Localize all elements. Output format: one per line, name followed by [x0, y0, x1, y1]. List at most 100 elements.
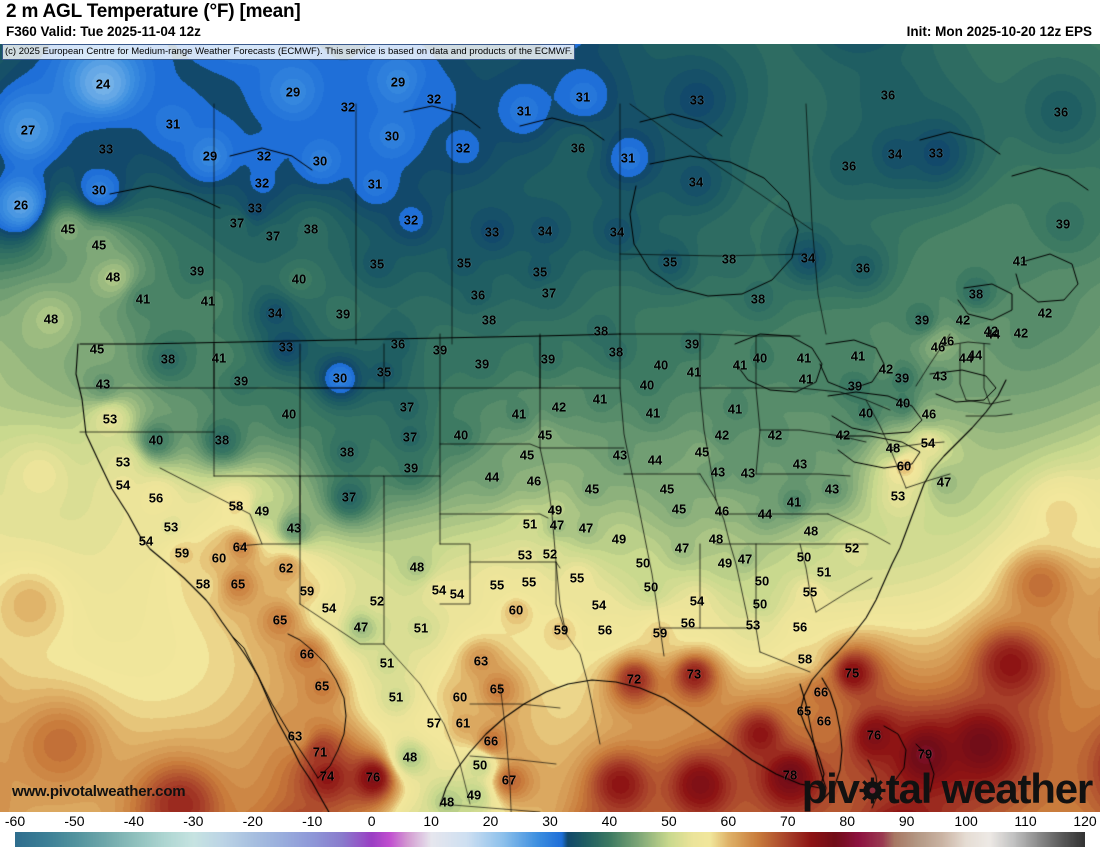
temperature-label: 60	[452, 689, 468, 705]
temperature-label: 39	[189, 263, 205, 279]
temperature-label: 32	[254, 175, 270, 191]
temperature-label: 35	[662, 254, 678, 270]
temperature-label: 43	[612, 447, 628, 463]
temperature-label: 39	[335, 306, 351, 322]
temperature-label: 71	[312, 744, 328, 760]
temperature-label: 38	[481, 312, 497, 328]
temperature-label: 31	[620, 150, 636, 166]
temperature-label: 59	[299, 583, 315, 599]
temperature-label: 41	[211, 350, 227, 366]
temperature-label: 64	[232, 539, 248, 555]
brand-watermark: piv tal weather	[802, 768, 1094, 810]
temperature-label: 31	[575, 89, 591, 105]
page-title: 2 m AGL Temperature (°F) [mean]	[6, 1, 301, 22]
temperature-label: 37	[399, 399, 415, 415]
temperature-label: 50	[754, 573, 770, 589]
temperature-label: 66	[813, 684, 829, 700]
temperature-label: 34	[537, 223, 553, 239]
temperature-label: 47	[674, 540, 690, 556]
temperature-label: 36	[1053, 104, 1069, 120]
temperature-label: 50	[796, 549, 812, 565]
temperature-label: 41	[511, 406, 527, 422]
temperature-label: 73	[686, 666, 702, 682]
temperature-label: 65	[796, 703, 812, 719]
temperature-label: 40	[639, 377, 655, 393]
temperature-label: 45	[537, 427, 553, 443]
temperature-label: 42	[955, 312, 971, 328]
temperature-label: 38	[339, 444, 355, 460]
temperature-label: 54	[449, 586, 465, 602]
temperature-label: 56	[680, 615, 696, 631]
temperature-label: 40	[291, 271, 307, 287]
temperature-label: 42	[835, 427, 851, 443]
temperature-label: 40	[858, 405, 874, 421]
temperature-label: 33	[689, 92, 705, 108]
temperature-label: 38	[214, 432, 230, 448]
temperature-label: 65	[314, 678, 330, 694]
temperature-label: 39	[894, 370, 910, 386]
temperature-label: 63	[287, 728, 303, 744]
temperature-label: 48	[885, 440, 901, 456]
temperature-label: 78	[782, 767, 798, 783]
valid-time-label: F360 Valid: Tue 2025-11-04 12z	[6, 24, 201, 39]
temperature-label: 40	[752, 350, 768, 366]
temperature-label: 44	[958, 350, 974, 366]
temperature-label: 35	[369, 256, 385, 272]
temperature-label: 41	[592, 391, 608, 407]
temperature-label: 43	[932, 368, 948, 384]
temperature-label: 45	[659, 481, 675, 497]
temperature-label: 50	[635, 555, 651, 571]
temperature-label: 33	[278, 339, 294, 355]
ecmwf-attribution: (c) 2025 European Centre for Medium-rang…	[2, 44, 576, 60]
temperature-label: 58	[195, 576, 211, 592]
temperature-label: 50	[752, 596, 768, 612]
temperature-label: 51	[522, 516, 538, 532]
temperature-label: 61	[455, 715, 471, 731]
temperature-label: 50	[643, 579, 659, 595]
temperature-label: 47	[936, 474, 952, 490]
temperature-label: 38	[750, 291, 766, 307]
temperature-label: 44	[484, 469, 500, 485]
temperature-label: 49	[466, 787, 482, 803]
temperature-label: 56	[148, 490, 164, 506]
temperature-label: 44	[967, 347, 983, 363]
temperature-label: 34	[267, 305, 283, 321]
temperature-label: 32	[455, 140, 471, 156]
temperature-label: 76	[866, 727, 882, 743]
temperature-label: 54	[689, 593, 705, 609]
temperature-label: 41	[200, 293, 216, 309]
temperature-label: 67	[501, 772, 517, 788]
temperature-label: 40	[281, 406, 297, 422]
temperature-label: 36	[880, 87, 896, 103]
temperature-label: 51	[379, 655, 395, 671]
temperature-label: 29	[202, 148, 218, 164]
temperature-label: 46	[939, 333, 955, 349]
temperature-map[interactable]: 24 27 33 31 29 30 32 29 30 32 30 29 32 32 31 36 31 31 33 34…	[0, 44, 1100, 812]
temperature-label: 56	[792, 619, 808, 635]
temperature-label: 45	[584, 481, 600, 497]
colorbar-tick: 120	[1073, 813, 1097, 829]
temperature-label: 42	[878, 361, 894, 377]
temperature-label: 26	[13, 197, 29, 213]
temperature-label: 47	[353, 619, 369, 635]
temperature-label: 55	[489, 577, 505, 593]
temperature-label: 36	[855, 260, 871, 276]
temperature-label: 55	[521, 574, 537, 590]
temperature-label: 43	[792, 456, 808, 472]
colorbar-tick: 60	[720, 813, 737, 829]
temperature-label: 42	[1037, 305, 1053, 321]
temperature-label: 45	[694, 444, 710, 460]
temperature-label: 52	[369, 593, 385, 609]
temperature-label: 42	[767, 427, 783, 443]
temperature-label: 34	[688, 174, 704, 190]
temperature-label: 52	[844, 540, 860, 556]
temperature-label: 65	[272, 612, 288, 628]
temperature-label: 66	[299, 646, 315, 662]
temperature-label: 36	[841, 158, 857, 174]
temperature-label: 42	[1013, 325, 1029, 341]
temperature-label: 44	[757, 506, 773, 522]
temperature-label: 32	[426, 91, 442, 107]
colorbar-tick: -40	[123, 813, 144, 829]
temperature-label: 41	[686, 364, 702, 380]
temperature-label: 49	[611, 531, 627, 547]
